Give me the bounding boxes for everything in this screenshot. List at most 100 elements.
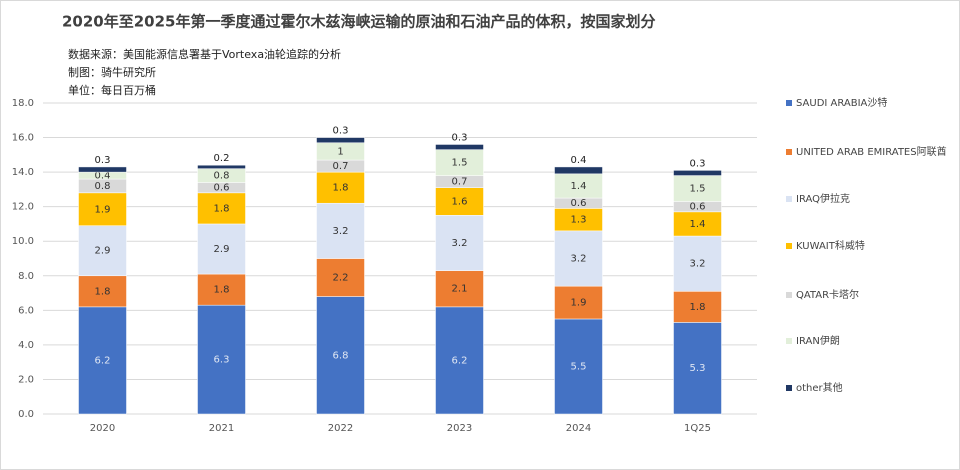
legend-label: UNITED ARAB EMIRATES阿联酋 xyxy=(796,145,947,158)
data-label: 0.3 xyxy=(690,158,706,169)
bar-segment xyxy=(78,306,127,415)
y-tick-label: 4.0 xyxy=(18,340,34,351)
bar-segment xyxy=(554,318,603,415)
data-label: 2.2 xyxy=(333,273,349,284)
y-tick-label: 8.0 xyxy=(18,271,34,282)
data-label: 1.4 xyxy=(571,181,587,192)
data-label: 3.2 xyxy=(571,254,587,265)
bar-segment xyxy=(316,171,365,204)
bar-segment xyxy=(197,192,246,225)
data-label: 0.4 xyxy=(571,155,587,166)
bar-segment xyxy=(554,285,603,320)
x-tick-label: 2023 xyxy=(447,423,472,434)
bar-segment xyxy=(78,192,127,226)
y-tick-label: 10.0 xyxy=(12,236,34,247)
y-tick-label: 6.0 xyxy=(18,305,34,316)
data-label: 3.2 xyxy=(452,238,468,249)
data-label: 1.8 xyxy=(333,183,349,194)
y-tick-label: 14.0 xyxy=(12,167,34,178)
data-label: 5.5 xyxy=(571,361,587,372)
legend-swatch xyxy=(786,243,792,249)
legend-label: SAUDI ARABIA沙特 xyxy=(796,97,887,109)
bar-segment xyxy=(673,211,722,237)
data-label: 1.8 xyxy=(214,203,230,214)
data-label: 1.8 xyxy=(690,302,706,313)
legend-swatch xyxy=(786,100,792,106)
data-label: 1.5 xyxy=(452,158,468,169)
x-tick-label: 2021 xyxy=(209,423,234,434)
data-label: 1.3 xyxy=(571,215,587,226)
y-tick-label: 0.0 xyxy=(18,409,34,420)
data-label: 2.1 xyxy=(452,284,468,295)
chart-title: 2020年至2025年第一季度通过霍尔木兹海峡运输的原油和石油产品的体积，按国家… xyxy=(62,13,656,31)
data-label: 1.9 xyxy=(571,298,587,309)
bar-segment xyxy=(554,173,603,199)
x-tick-label: 2020 xyxy=(90,423,115,434)
subtitle: 单位：每日百万桶 xyxy=(68,83,156,97)
subtitle: 制图：骑牛研究所 xyxy=(68,65,156,79)
bar-segment xyxy=(316,137,365,143)
bar-segment xyxy=(78,166,127,173)
y-tick-label: 16.0 xyxy=(12,133,34,144)
y-tick-label: 12.0 xyxy=(12,202,34,213)
data-label: 6.8 xyxy=(333,350,349,361)
bar-segment xyxy=(197,164,246,169)
data-label: 2.9 xyxy=(95,246,111,257)
data-label: 0.8 xyxy=(95,181,111,192)
data-label: 0.3 xyxy=(452,132,468,143)
legend-swatch xyxy=(786,196,792,202)
data-label: 0.3 xyxy=(95,155,111,166)
bar-segment xyxy=(197,304,246,415)
bar-segment xyxy=(316,296,365,415)
bar-segment xyxy=(435,144,484,150)
bar-segment xyxy=(673,170,722,176)
bar-segment xyxy=(435,187,484,216)
data-label: 1.8 xyxy=(214,285,230,296)
data-label: 1.4 xyxy=(690,219,706,230)
x-tick-label: 1Q25 xyxy=(684,423,711,434)
data-label: 1.9 xyxy=(95,204,111,215)
y-tick-label: 18.0 xyxy=(12,98,34,109)
data-label: 3.2 xyxy=(690,259,706,270)
data-label: 0.6 xyxy=(214,183,230,194)
data-label: 0.6 xyxy=(690,202,706,213)
bar-segment xyxy=(316,258,365,297)
legend-label: other其他 xyxy=(796,381,843,394)
bar-segment xyxy=(673,291,722,323)
bar-segment xyxy=(554,166,603,175)
data-label: 0.8 xyxy=(214,171,230,182)
legend-label: QATAR卡塔尔 xyxy=(796,288,859,301)
x-tick-label: 2024 xyxy=(566,423,591,434)
data-label: 3.2 xyxy=(333,226,349,237)
bar-segment xyxy=(435,306,484,415)
legend-swatch xyxy=(786,292,792,298)
legend-label: IRAN伊朗 xyxy=(796,335,840,347)
bar-segment xyxy=(197,223,246,275)
legend-label: KUWAIT科威特 xyxy=(796,239,865,252)
bar-segment xyxy=(435,149,484,176)
data-label: 0.3 xyxy=(333,126,349,137)
bar-segment xyxy=(78,225,127,277)
data-label: 1.5 xyxy=(690,184,706,195)
bar-segment xyxy=(435,215,484,271)
data-label: 6.3 xyxy=(214,355,230,366)
subtitle: 数据来源：美国能源信息署基于Vortexa油轮追踪的分析 xyxy=(68,47,341,61)
data-label: 6.2 xyxy=(452,355,468,366)
data-label: 1 xyxy=(337,146,343,157)
bar-segment xyxy=(78,275,127,308)
data-label: 0.2 xyxy=(214,153,230,164)
y-tick-label: 2.0 xyxy=(18,374,34,385)
legend-swatch xyxy=(786,149,792,155)
data-label: 0.4 xyxy=(95,171,111,182)
legend-label: IRAQ伊拉克 xyxy=(796,192,850,205)
data-label: 6.2 xyxy=(95,355,111,366)
data-label: 2.9 xyxy=(214,244,230,255)
bar-segment xyxy=(673,235,722,292)
data-label: 1.6 xyxy=(452,196,468,207)
bar-segment xyxy=(435,270,484,308)
data-label: 0.6 xyxy=(571,198,587,209)
data-label: 1.8 xyxy=(95,286,111,297)
bar-segment xyxy=(673,175,722,202)
data-label: 0.7 xyxy=(333,161,349,172)
